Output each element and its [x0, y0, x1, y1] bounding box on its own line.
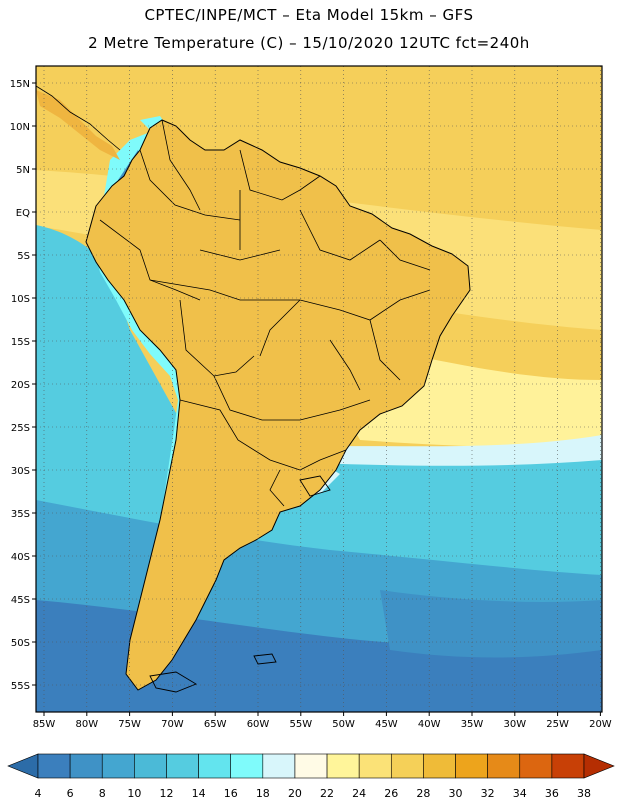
colorbar-min-arrow — [7, 753, 39, 779]
colorbar-label: 28 — [416, 787, 430, 800]
colorbar-swatch — [101, 753, 135, 779]
map-title: CPTEC/INPE/MCT – Eta Model 15km – GFS — [144, 6, 474, 24]
lon-label: 20W — [589, 719, 612, 730]
colorbar-label: 16 — [224, 787, 238, 800]
lat-label: 55S — [11, 681, 30, 692]
lon-label: 60W — [247, 719, 270, 730]
colorbar-swatch — [358, 753, 392, 779]
colorbar-label: 22 — [320, 787, 334, 800]
colorbar-swatch — [519, 753, 553, 779]
map-frame — [35, 65, 603, 713]
colorbar-label: 32 — [481, 787, 495, 800]
colorbar-swatch — [294, 753, 328, 779]
lat-label: 25S — [11, 423, 30, 434]
lon-label: 40W — [418, 719, 441, 730]
colorbar-label: 20 — [288, 787, 302, 800]
colorbar-swatch — [166, 753, 199, 779]
colorbar-swatch — [230, 753, 264, 779]
colorbar-label: 10 — [127, 787, 141, 800]
lon-label: 85W — [33, 719, 56, 730]
lat-label: 10S — [11, 294, 30, 305]
colorbar-max-arrow — [583, 753, 615, 779]
lat-label: 10N — [10, 122, 30, 133]
colorbar-swatch — [423, 753, 456, 779]
lat-label: 15S — [11, 337, 30, 348]
colorbar-swatch — [134, 753, 167, 779]
lon-label: 75W — [118, 719, 141, 730]
map-area — [36, 66, 602, 712]
lon-label: 50W — [332, 719, 355, 730]
colorbar-swatch — [326, 753, 360, 779]
lat-label: 50S — [11, 638, 30, 649]
colorbar-label: 18 — [256, 787, 270, 800]
lon-label: 35W — [461, 719, 484, 730]
lat-label: 20S — [11, 380, 30, 391]
colorbar-label: 24 — [352, 787, 366, 800]
colorbar-label: 30 — [449, 787, 463, 800]
colorbar-label: 36 — [545, 787, 559, 800]
colorbar-label: 38 — [577, 787, 591, 800]
colorbar-label: 4 — [35, 787, 42, 800]
colorbar-label: 26 — [384, 787, 398, 800]
lon-label: 80W — [75, 719, 98, 730]
lat-label: 30S — [11, 466, 30, 477]
colorbar-swatch — [390, 753, 424, 779]
lat-label: 40S — [11, 552, 30, 563]
colorbar-swatch — [487, 753, 521, 779]
colorbar: 4 6 8 10 12 14 16 18 20 22 24 26 28 30 32 34 36 38 — [7, 753, 615, 800]
lon-label: 25W — [546, 719, 569, 730]
lon-label: 45W — [375, 719, 398, 730]
colorbar-label: 8 — [99, 787, 106, 800]
colorbar-label: 12 — [159, 787, 173, 800]
lat-label: EQ — [16, 208, 30, 219]
colorbar-label: 6 — [67, 787, 74, 800]
lon-label: 30W — [503, 719, 526, 730]
lat-label: 45S — [11, 595, 30, 606]
lon-label: 55W — [289, 719, 312, 730]
lat-label: 5S — [17, 251, 30, 262]
colorbar-swatch — [69, 753, 103, 779]
map-subtitle: 2 Metre Temperature (C) – 15/10/2020 12U… — [88, 34, 530, 52]
colorbar-swatch — [262, 753, 296, 779]
lon-label: 65W — [204, 719, 227, 730]
lat-label: 35S — [11, 509, 30, 520]
colorbar-swatch — [551, 753, 585, 779]
lat-label: 5N — [16, 165, 30, 176]
colorbar-swatch — [198, 753, 232, 779]
lat-label: 15N — [10, 79, 30, 90]
colorbar-label: 34 — [513, 787, 527, 800]
colorbar-label: 14 — [192, 787, 206, 800]
lon-label: 70W — [161, 719, 184, 730]
colorbar-swatch — [455, 753, 488, 779]
colorbar-swatch — [37, 753, 71, 779]
